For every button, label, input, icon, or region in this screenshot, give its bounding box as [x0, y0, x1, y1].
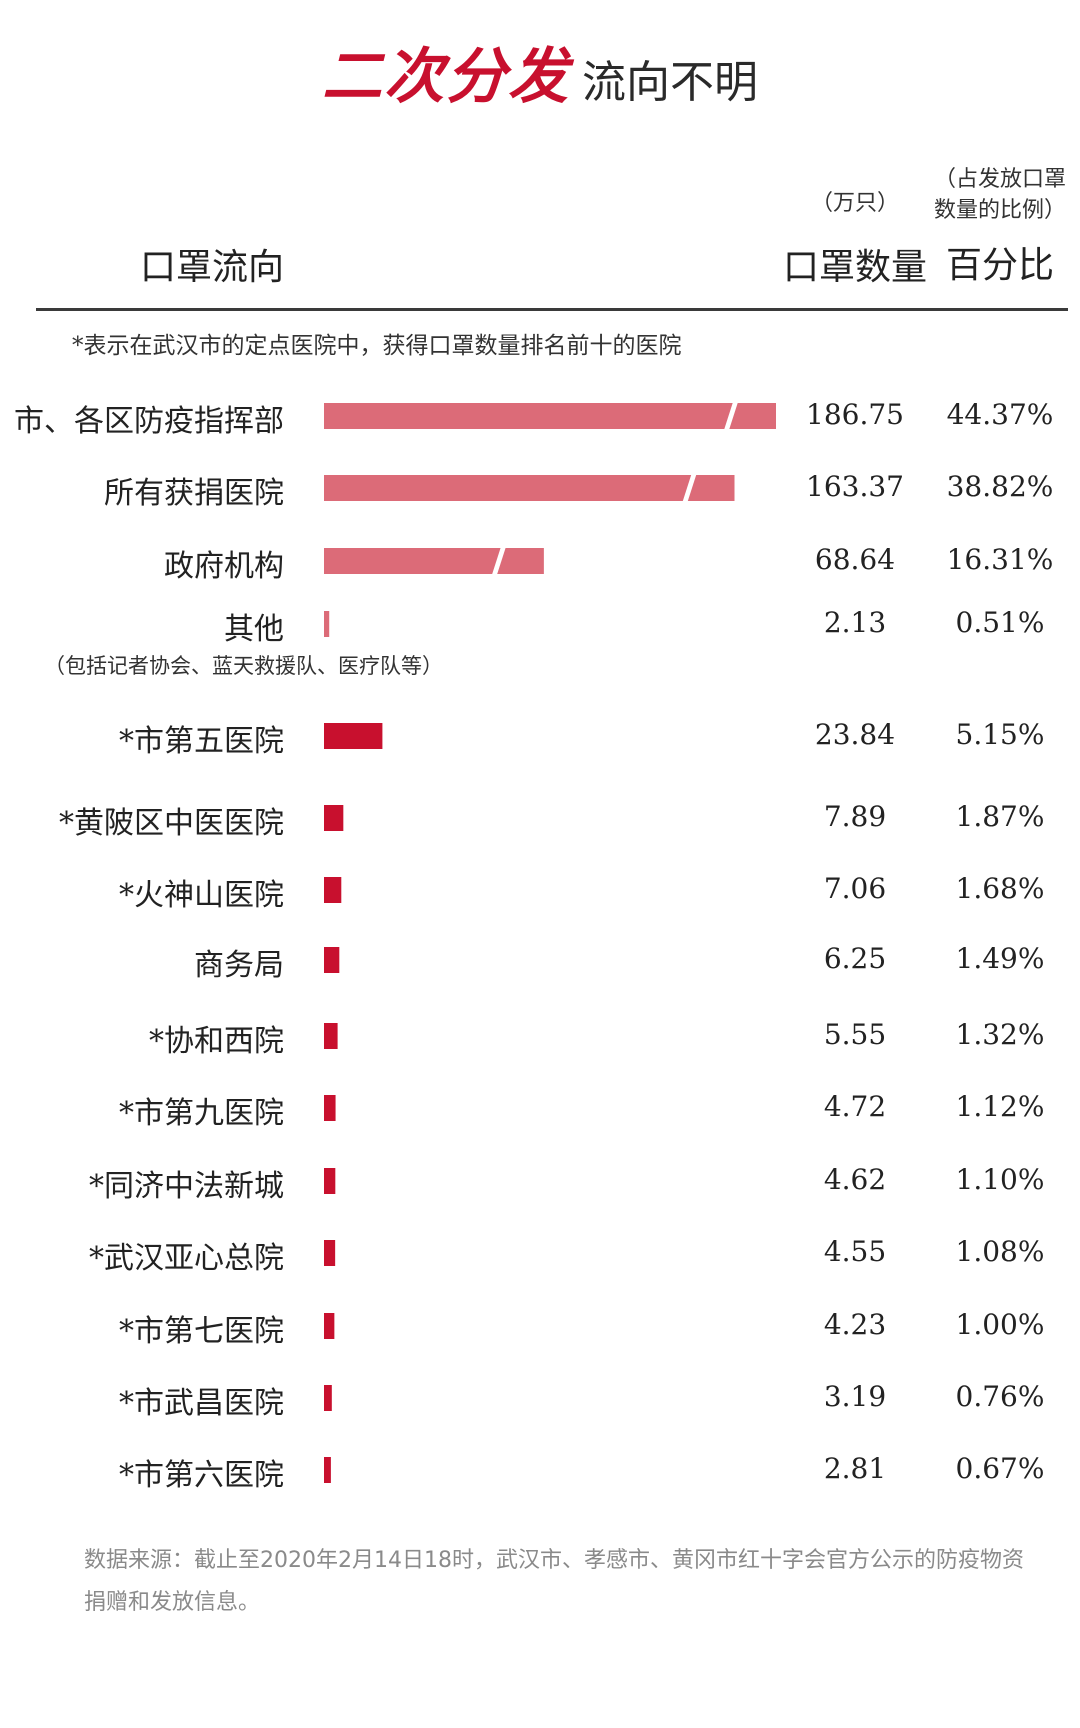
- category-label: *火神山医院: [119, 878, 284, 913]
- value-label: 2.13: [823, 606, 887, 639]
- value-label: 68.64: [814, 543, 896, 576]
- bar-1: [324, 475, 735, 501]
- value-label: 4.55: [823, 1235, 887, 1268]
- category-label: *市第七医院: [119, 1314, 284, 1349]
- value-label: 4.62: [823, 1163, 887, 1196]
- bar-7: [324, 947, 340, 973]
- category-label: *黄陂区中医医院: [59, 806, 284, 841]
- chart-title: 二次分发 流向不明: [0, 28, 1080, 115]
- pct-column-header: 百分比: [945, 245, 1054, 286]
- bar-12: [324, 1313, 335, 1339]
- category-note: （包括记者协会、蓝天救援队、医疗队等）: [44, 654, 443, 678]
- value-label: 163.37: [806, 470, 904, 503]
- category-label: *武汉亚心总院: [89, 1241, 284, 1276]
- category-label: 所有获捐医院: [104, 476, 284, 511]
- flow-column-header: 口罩流向: [139, 247, 284, 288]
- percent-label: 1.08%: [955, 1235, 1045, 1268]
- bar-3: [324, 611, 330, 637]
- category-label: 政府机构: [164, 549, 284, 584]
- chart-row: *市第六医院 2.81 0.67%: [0, 1452, 1080, 1493]
- count-unit-label: （万只）: [810, 191, 899, 216]
- value-label: 3.19: [823, 1380, 887, 1413]
- bar-14: [324, 1457, 331, 1483]
- pct-note-line2: 数量的比例）: [933, 198, 1066, 223]
- footnote-marker-explanation: *表示在武汉市的定点医院中，获得口罩数量排名前十的医院: [72, 333, 682, 359]
- data-source: 数据来源：截止至2020年2月14日18时，武汉市、孝感市、黄冈市红十字会官方公…: [84, 1548, 1024, 1615]
- chart-row: *协和西院 5.55 1.32%: [0, 1018, 1080, 1059]
- bar-5: [324, 805, 344, 831]
- percent-label: 0.67%: [955, 1452, 1045, 1485]
- bar-2: [324, 548, 544, 574]
- title-rest: 流向不明: [582, 57, 758, 108]
- percent-label: 5.15%: [955, 718, 1045, 751]
- value-label: 6.25: [823, 942, 887, 975]
- category-label: *市第五医院: [119, 724, 284, 759]
- chart-row: 市、各区防疫指挥部 186.75 44.37%: [0, 398, 1080, 439]
- value-label: 5.55: [823, 1018, 887, 1051]
- percent-label: 1.32%: [955, 1018, 1045, 1051]
- bar-10: [324, 1168, 336, 1194]
- value-label: 4.72: [823, 1090, 887, 1123]
- chart-row: *市第七医院 4.23 1.00%: [0, 1308, 1080, 1349]
- percent-label: 1.68%: [955, 872, 1045, 905]
- chart-row: *市第九医院 4.72 1.12%: [0, 1090, 1080, 1131]
- category-label: 其他: [224, 612, 284, 647]
- header-divider: [36, 308, 1068, 311]
- bar-8: [324, 1023, 338, 1049]
- bar-11: [324, 1240, 336, 1266]
- category-label: *协和西院: [149, 1024, 284, 1059]
- value-label: 23.84: [814, 718, 896, 751]
- category-label: *市第六医院: [119, 1458, 284, 1493]
- bar-9: [324, 1095, 336, 1121]
- value-label: 186.75: [806, 398, 904, 431]
- axis-break-mark-2: [491, 547, 506, 575]
- percent-label: 1.87%: [955, 800, 1045, 833]
- chart-row: 政府机构 68.64 16.31%: [0, 543, 1080, 584]
- percent-label: 44.37%: [946, 398, 1054, 431]
- chart-row: *市第五医院 23.84 5.15%: [0, 718, 1080, 759]
- percent-label: 1.49%: [955, 942, 1045, 975]
- chart-row: *同济中法新城 4.62 1.10%: [0, 1163, 1080, 1204]
- axis-break-mark-0: [724, 402, 738, 430]
- percent-label: 16.31%: [946, 543, 1054, 576]
- category-label: *同济中法新城: [89, 1169, 284, 1204]
- value-label: 7.89: [823, 800, 887, 833]
- title-highlight: 二次分发: [322, 42, 570, 112]
- bar-0: [324, 403, 776, 429]
- percent-label: 1.10%: [955, 1163, 1045, 1196]
- category-label: *市第九医院: [119, 1096, 284, 1131]
- chart-row: 其他 （包括记者协会、蓝天救援队、医疗队等） 2.13 0.51%: [0, 606, 1080, 678]
- axis-break-mark-1: [682, 474, 697, 502]
- pct-note-line1: （占发放口罩: [933, 167, 1066, 192]
- chart-row: *武汉亚心总院 4.55 1.08%: [0, 1235, 1080, 1276]
- value-label: 2.81: [823, 1452, 887, 1485]
- bar-4: [324, 723, 383, 749]
- percent-label: 1.12%: [955, 1090, 1045, 1123]
- percent-label: 0.51%: [955, 606, 1045, 639]
- category-label: *市武昌医院: [119, 1386, 284, 1421]
- percent-label: 38.82%: [946, 470, 1054, 503]
- chart-row: *市武昌医院 3.19 0.76%: [0, 1380, 1080, 1421]
- chart-row: 所有获捐医院 163.37 38.82%: [0, 470, 1080, 511]
- category-label: 市、各区防疫指挥部: [14, 404, 284, 439]
- percent-label: 0.76%: [955, 1380, 1045, 1413]
- count-column-header: 口罩数量: [782, 247, 927, 288]
- bar-6: [324, 877, 342, 903]
- value-label: 7.06: [823, 872, 887, 905]
- chart-row: 商务局 6.25 1.49%: [0, 942, 1080, 983]
- chart-row: *黄陂区中医医院 7.89 1.87%: [0, 800, 1080, 841]
- category-label: 商务局: [194, 948, 284, 983]
- bar-13: [324, 1385, 332, 1411]
- value-label: 4.23: [823, 1308, 887, 1341]
- percent-label: 1.00%: [955, 1308, 1045, 1341]
- chart-row: *火神山医院 7.06 1.68%: [0, 872, 1080, 913]
